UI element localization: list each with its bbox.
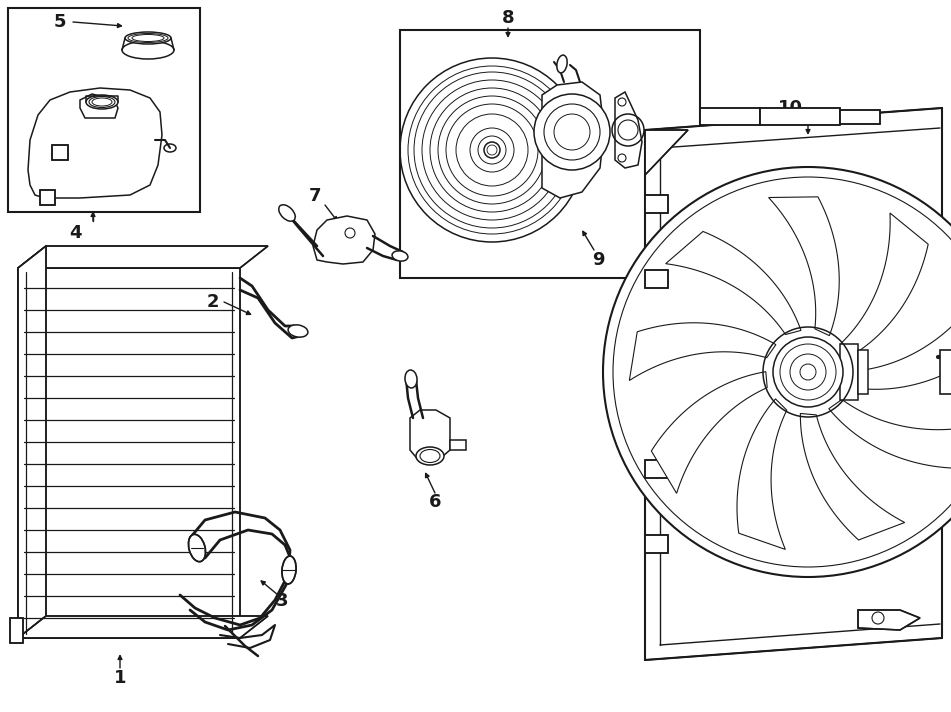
Polygon shape [666, 231, 801, 335]
Ellipse shape [279, 205, 295, 221]
Circle shape [603, 167, 951, 577]
Polygon shape [768, 197, 839, 335]
Circle shape [534, 94, 610, 170]
Polygon shape [615, 92, 642, 168]
Polygon shape [645, 270, 668, 288]
Polygon shape [737, 399, 786, 550]
Polygon shape [313, 216, 375, 264]
Ellipse shape [86, 95, 118, 109]
Polygon shape [645, 535, 668, 553]
Polygon shape [18, 616, 268, 638]
Ellipse shape [188, 534, 205, 562]
Polygon shape [18, 246, 268, 268]
Ellipse shape [122, 41, 174, 59]
Polygon shape [645, 460, 668, 478]
Polygon shape [410, 410, 450, 462]
Ellipse shape [392, 251, 408, 261]
Ellipse shape [416, 447, 444, 465]
Bar [400, 30, 700, 278]
Polygon shape [645, 108, 942, 660]
Polygon shape [760, 108, 840, 125]
Ellipse shape [281, 556, 296, 584]
Polygon shape [18, 268, 240, 638]
Ellipse shape [288, 325, 308, 337]
Circle shape [484, 142, 500, 158]
Polygon shape [829, 399, 951, 468]
Circle shape [800, 364, 816, 380]
Circle shape [790, 354, 826, 390]
Polygon shape [700, 108, 760, 125]
Polygon shape [450, 440, 466, 450]
Polygon shape [645, 130, 688, 175]
Polygon shape [847, 303, 951, 389]
Text: 3: 3 [276, 592, 288, 610]
Polygon shape [840, 110, 880, 124]
Text: 4: 4 [68, 224, 81, 242]
Polygon shape [542, 82, 604, 198]
Circle shape [780, 344, 836, 400]
Text: 5: 5 [54, 13, 67, 31]
Polygon shape [801, 414, 904, 540]
Bar [858, 350, 868, 394]
Text: 9: 9 [592, 251, 604, 269]
Circle shape [773, 337, 843, 407]
Ellipse shape [557, 55, 567, 73]
Polygon shape [841, 213, 928, 358]
Bar [8, 8, 200, 212]
Bar [940, 350, 951, 394]
Polygon shape [10, 618, 23, 643]
Polygon shape [40, 190, 55, 205]
Polygon shape [28, 88, 162, 198]
Text: 1: 1 [114, 669, 126, 687]
Ellipse shape [125, 32, 171, 44]
Text: 2: 2 [206, 293, 220, 311]
Ellipse shape [405, 370, 417, 388]
Text: 10: 10 [778, 99, 803, 117]
Polygon shape [18, 246, 46, 638]
Polygon shape [645, 195, 668, 213]
Polygon shape [630, 323, 776, 380]
Text: 8: 8 [502, 9, 514, 27]
Text: 6: 6 [429, 493, 441, 511]
Polygon shape [52, 145, 68, 160]
Text: 7: 7 [309, 187, 321, 205]
Bar [840, 344, 858, 400]
Polygon shape [858, 610, 920, 630]
Polygon shape [651, 372, 767, 493]
